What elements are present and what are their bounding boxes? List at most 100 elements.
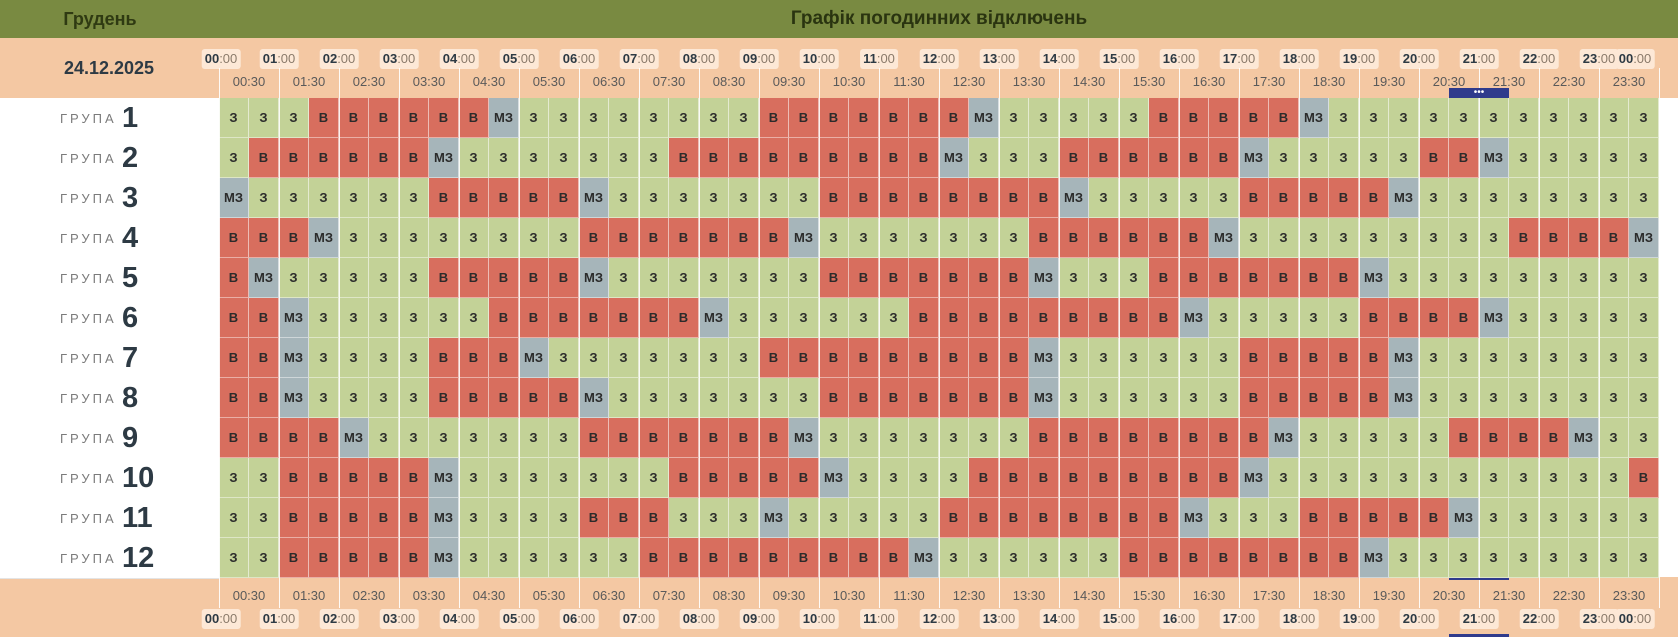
schedule-cell[interactable]: З <box>519 538 549 578</box>
schedule-cell[interactable]: В <box>1239 178 1269 218</box>
schedule-cell[interactable]: В <box>429 258 459 298</box>
schedule-cell[interactable]: В <box>879 258 909 298</box>
schedule-cell[interactable]: З <box>1479 218 1509 258</box>
schedule-cell[interactable]: З <box>309 258 339 298</box>
schedule-cell[interactable]: З <box>969 138 999 178</box>
schedule-cell[interactable]: В <box>369 98 399 138</box>
schedule-cell[interactable]: З <box>1329 138 1359 178</box>
schedule-cell[interactable]: В <box>1149 98 1179 138</box>
schedule-cell[interactable]: МЗ <box>579 378 609 418</box>
schedule-cell[interactable]: З <box>399 338 429 378</box>
schedule-cell[interactable]: З <box>489 458 519 498</box>
schedule-cell[interactable]: З <box>1209 298 1239 338</box>
schedule-cell[interactable]: В <box>1509 218 1539 258</box>
schedule-cell[interactable]: З <box>219 538 249 578</box>
schedule-cell[interactable]: В <box>939 178 969 218</box>
schedule-cell[interactable]: МЗ <box>909 538 939 578</box>
schedule-cell[interactable]: З <box>1269 218 1299 258</box>
schedule-cell[interactable]: МЗ <box>1179 298 1209 338</box>
schedule-cell[interactable]: В <box>939 98 969 138</box>
schedule-cell[interactable]: З <box>729 178 759 218</box>
schedule-cell[interactable]: В <box>879 378 909 418</box>
schedule-cell[interactable]: В <box>789 338 819 378</box>
schedule-cell[interactable]: З <box>1359 418 1389 458</box>
schedule-cell[interactable]: В <box>849 178 879 218</box>
schedule-cell[interactable]: З <box>789 378 819 418</box>
schedule-cell[interactable]: МЗ <box>1029 378 1059 418</box>
schedule-cell[interactable]: В <box>579 218 609 258</box>
schedule-cell[interactable]: З <box>369 298 399 338</box>
schedule-cell[interactable]: В <box>1209 138 1239 178</box>
schedule-cell[interactable]: З <box>1329 298 1359 338</box>
schedule-cell[interactable]: В <box>1269 378 1299 418</box>
schedule-cell[interactable]: З <box>549 138 579 178</box>
schedule-cell[interactable]: В <box>279 498 309 538</box>
schedule-cell[interactable]: З <box>1569 378 1599 418</box>
schedule-cell[interactable]: В <box>1209 538 1239 578</box>
schedule-cell[interactable]: В <box>309 138 339 178</box>
schedule-cell[interactable]: З <box>1599 298 1629 338</box>
schedule-cell[interactable]: З <box>1509 378 1539 418</box>
schedule-cell[interactable]: В <box>249 298 279 338</box>
schedule-cell[interactable]: МЗ <box>1629 218 1659 258</box>
schedule-cell[interactable]: В <box>879 98 909 138</box>
schedule-cell[interactable]: В <box>339 538 369 578</box>
schedule-cell[interactable]: В <box>909 338 939 378</box>
schedule-cell[interactable]: З <box>579 538 609 578</box>
schedule-cell[interactable]: В <box>1179 258 1209 298</box>
schedule-cell[interactable]: В <box>249 418 279 458</box>
schedule-cell[interactable]: В <box>1059 418 1089 458</box>
schedule-cell[interactable]: З <box>1449 98 1479 138</box>
schedule-cell[interactable]: В <box>1149 458 1179 498</box>
schedule-cell[interactable]: З <box>549 498 579 538</box>
schedule-cell[interactable]: МЗ <box>429 138 459 178</box>
schedule-cell[interactable]: В <box>1209 258 1239 298</box>
schedule-cell[interactable]: В <box>669 458 699 498</box>
schedule-cell[interactable]: З <box>1449 218 1479 258</box>
schedule-cell[interactable]: В <box>1269 98 1299 138</box>
schedule-cell[interactable]: В <box>369 538 399 578</box>
schedule-cell[interactable]: В <box>849 98 879 138</box>
schedule-cell[interactable]: МЗ <box>249 258 279 298</box>
schedule-cell[interactable]: МЗ <box>1359 538 1389 578</box>
schedule-cell[interactable]: МЗ <box>789 418 819 458</box>
schedule-cell[interactable]: З <box>369 418 399 458</box>
schedule-cell[interactable]: В <box>909 98 939 138</box>
schedule-cell[interactable]: В <box>1359 338 1389 378</box>
schedule-cell[interactable]: В <box>249 218 279 258</box>
schedule-cell[interactable]: З <box>279 178 309 218</box>
schedule-cell[interactable]: МЗ <box>279 338 309 378</box>
schedule-cell[interactable]: В <box>759 218 789 258</box>
schedule-cell[interactable]: З <box>789 178 819 218</box>
schedule-cell[interactable]: З <box>879 458 909 498</box>
schedule-cell[interactable]: В <box>1329 258 1359 298</box>
schedule-cell[interactable]: МЗ <box>699 298 729 338</box>
schedule-cell[interactable]: З <box>1299 218 1329 258</box>
schedule-cell[interactable]: З <box>639 458 669 498</box>
schedule-cell[interactable]: З <box>1419 458 1449 498</box>
schedule-cell[interactable]: В <box>219 338 249 378</box>
schedule-cell[interactable]: З <box>429 418 459 458</box>
schedule-cell[interactable]: МЗ <box>429 458 459 498</box>
schedule-cell[interactable]: З <box>489 418 519 458</box>
schedule-cell[interactable]: З <box>699 98 729 138</box>
schedule-cell[interactable]: МЗ <box>309 218 339 258</box>
schedule-cell[interactable]: МЗ <box>1479 138 1509 178</box>
schedule-cell[interactable]: В <box>969 378 999 418</box>
schedule-cell[interactable]: В <box>879 538 909 578</box>
schedule-cell[interactable]: З <box>459 498 489 538</box>
schedule-cell[interactable]: З <box>999 218 1029 258</box>
schedule-cell[interactable]: В <box>279 138 309 178</box>
schedule-cell[interactable]: З <box>549 458 579 498</box>
schedule-cell[interactable]: З <box>1299 418 1329 458</box>
schedule-cell[interactable]: З <box>399 298 429 338</box>
schedule-cell[interactable]: В <box>999 378 1029 418</box>
schedule-cell[interactable]: З <box>1539 498 1569 538</box>
schedule-cell[interactable]: З <box>1419 378 1449 418</box>
schedule-cell[interactable]: З <box>1059 338 1089 378</box>
schedule-cell[interactable]: З <box>1629 498 1659 538</box>
schedule-cell[interactable]: З <box>819 218 849 258</box>
schedule-cell[interactable]: З <box>399 258 429 298</box>
schedule-cell[interactable]: З <box>939 418 969 458</box>
schedule-cell[interactable]: В <box>819 378 849 418</box>
